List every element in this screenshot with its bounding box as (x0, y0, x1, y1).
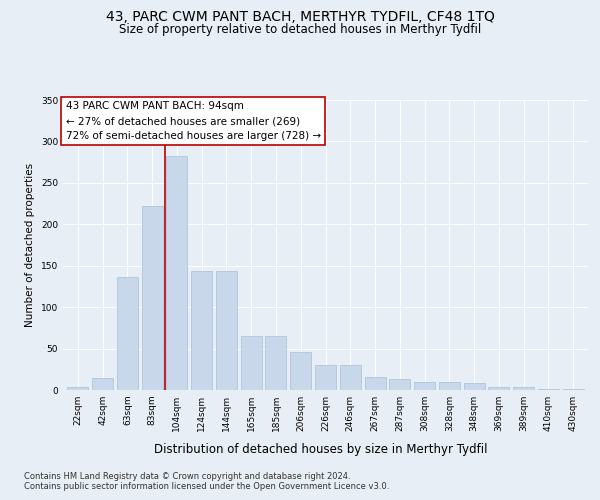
Bar (340, 365, 361, 390)
Bar (315, 365, 336, 390)
Bar (166, 156, 187, 390)
Bar (265, 336, 286, 390)
Bar (538, 389, 559, 390)
Bar (290, 352, 311, 390)
Bar (92, 378, 113, 390)
Y-axis label: Number of detached properties: Number of detached properties (25, 163, 35, 327)
Text: 43, PARC CWM PANT BACH, MERTHYR TYDFIL, CF48 1TQ: 43, PARC CWM PANT BACH, MERTHYR TYDFIL, … (106, 10, 494, 24)
Bar (389, 379, 410, 390)
Bar (439, 382, 460, 390)
Bar (216, 270, 237, 390)
Bar (365, 376, 386, 390)
Bar (488, 386, 509, 390)
Bar (464, 384, 485, 390)
Bar (414, 382, 435, 390)
Bar (563, 389, 584, 390)
Bar (117, 278, 138, 390)
Bar (191, 270, 212, 390)
Bar (142, 206, 163, 390)
Bar (67, 386, 88, 390)
Text: Contains public sector information licensed under the Open Government Licence v3: Contains public sector information licen… (24, 482, 389, 491)
Text: 43 PARC CWM PANT BACH: 94sqm
← 27% of detached houses are smaller (269)
72% of s: 43 PARC CWM PANT BACH: 94sqm ← 27% of de… (65, 102, 321, 141)
Text: Distribution of detached houses by size in Merthyr Tydfil: Distribution of detached houses by size … (154, 442, 488, 456)
Text: Contains HM Land Registry data © Crown copyright and database right 2024.: Contains HM Land Registry data © Crown c… (24, 472, 350, 481)
Bar (241, 336, 262, 390)
Text: Size of property relative to detached houses in Merthyr Tydfil: Size of property relative to detached ho… (119, 22, 481, 36)
Bar (513, 386, 534, 390)
